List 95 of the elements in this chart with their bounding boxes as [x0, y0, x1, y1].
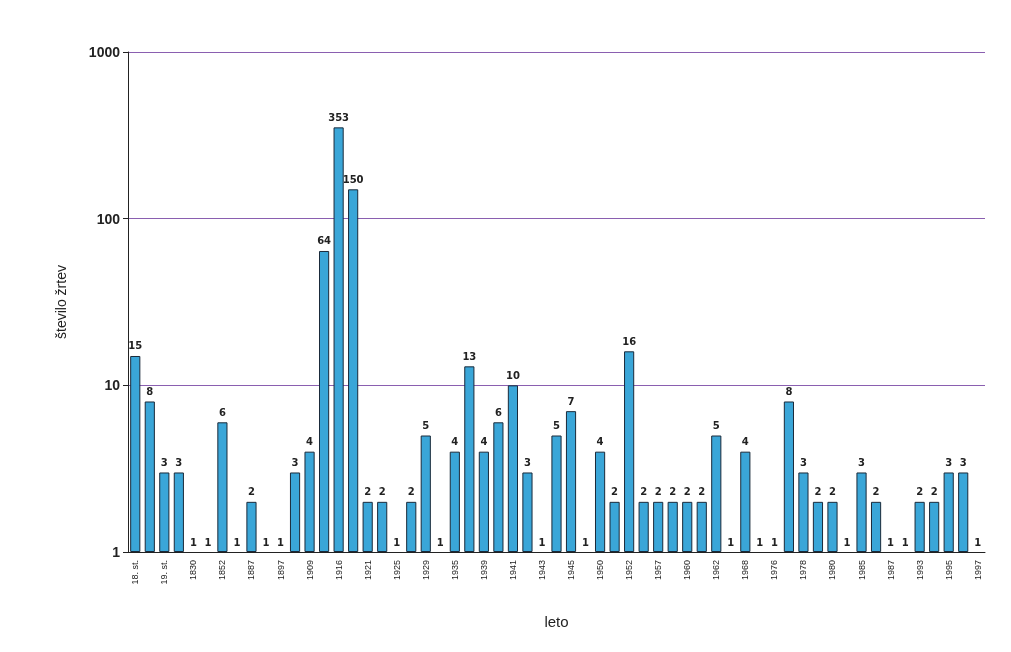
x-tick-label: 1993 — [914, 560, 925, 581]
data-label: 4 — [596, 436, 604, 448]
x-tick-label: 19. st. — [159, 560, 170, 585]
data-label: 1 — [277, 536, 285, 548]
x-tick-label: 1921 — [362, 560, 373, 581]
data-label: 2 — [247, 486, 255, 498]
x-tick-label: 1962 — [711, 560, 722, 581]
data-label: 1 — [233, 536, 241, 548]
data-label: 6 — [494, 406, 502, 418]
x-tick-label: 1985 — [856, 560, 867, 581]
x-tick-label: 1968 — [740, 560, 751, 581]
data-label: 1 — [727, 536, 735, 548]
data-label: 6 — [218, 406, 226, 418]
data-label: 1 — [436, 536, 444, 548]
data-label: 1 — [538, 536, 546, 548]
data-label: 2 — [669, 486, 677, 498]
x-tick-label: 1943 — [536, 560, 547, 581]
data-label: 1 — [189, 536, 197, 548]
y-tick-label: 100 — [96, 210, 121, 227]
data-label: 1 — [582, 536, 590, 548]
y-axis-title: število žrtev — [53, 265, 69, 339]
data-label: 2 — [698, 486, 706, 498]
x-tick-label: 1909 — [304, 560, 315, 581]
data-label: 13 — [462, 350, 477, 362]
x-tick-label: 18. st. — [130, 560, 141, 585]
data-label: 5 — [553, 420, 561, 432]
x-tick-label: 1987 — [885, 560, 896, 581]
x-tick-label: 1916 — [333, 560, 344, 581]
x-tick-label: 1995 — [943, 560, 954, 581]
x-tick-label: 1939 — [478, 560, 489, 581]
data-label: 1 — [843, 536, 851, 548]
data-label: 1 — [756, 536, 764, 548]
data-label: 3 — [523, 456, 531, 468]
data-label: 150 — [342, 173, 364, 185]
x-tick-label: 1957 — [653, 560, 664, 581]
x-tick-label: 1897 — [275, 560, 286, 581]
data-label: 5 — [422, 420, 430, 432]
x-tick-label: 1976 — [769, 560, 780, 581]
x-tick-label: 1997 — [972, 560, 983, 581]
data-label: 3 — [858, 456, 866, 468]
data-label: 3 — [945, 456, 953, 468]
data-label: 10 — [505, 369, 520, 381]
data-label: 4 — [451, 436, 459, 448]
x-tick-label: 1925 — [391, 560, 402, 581]
data-label: 16 — [622, 335, 637, 347]
x-tick-label: 1952 — [624, 560, 635, 581]
data-label: 2 — [640, 486, 648, 498]
x-tick-label: 1929 — [420, 560, 431, 581]
x-tick-label: 1978 — [798, 560, 809, 581]
data-label: 8 — [785, 385, 793, 397]
data-label: 2 — [378, 486, 386, 498]
data-label: 2 — [364, 486, 372, 498]
data-label: 3 — [799, 456, 807, 468]
data-label: 4 — [306, 436, 314, 448]
data-label: 1 — [393, 536, 401, 548]
y-tick-label: 1 — [112, 544, 121, 560]
data-label: 2 — [407, 486, 415, 498]
x-tick-label: 1945 — [566, 560, 577, 581]
data-label: 3 — [291, 456, 299, 468]
data-label: 1 — [262, 536, 270, 548]
data-label: 4 — [741, 436, 749, 448]
data-label: 2 — [654, 486, 662, 498]
data-label: 2 — [872, 486, 880, 498]
data-label: 4 — [480, 436, 488, 448]
x-tick-label: 1935 — [449, 560, 460, 581]
x-tick-label: 1852 — [217, 560, 228, 581]
x-tick-label: 1887 — [246, 560, 257, 581]
y-tick-label: 10 — [104, 377, 121, 394]
data-label: 8 — [146, 385, 154, 397]
data-label: 3 — [175, 456, 183, 468]
data-label: 353 — [328, 111, 350, 123]
data-label: 1 — [901, 536, 909, 548]
y-tick-label: 1000 — [88, 44, 121, 60]
data-label: 15 — [128, 340, 143, 352]
data-label: 64 — [317, 235, 332, 247]
data-label: 1 — [770, 536, 778, 548]
data-label: 1 — [887, 536, 895, 548]
data-label: 2 — [829, 486, 836, 498]
data-label: 2 — [611, 486, 619, 498]
data-label: 5 — [712, 420, 720, 432]
data-label: 2 — [916, 486, 924, 498]
x-tick-label: 1980 — [827, 560, 838, 581]
data-label: 7 — [567, 395, 575, 407]
data-label: 3 — [959, 456, 967, 468]
data-label: 1 — [204, 536, 212, 548]
data-label: 1 — [974, 536, 982, 548]
data-label: 2 — [683, 486, 691, 498]
x-tick-label: 1960 — [682, 560, 693, 581]
x-tick-label: 1941 — [507, 560, 518, 581]
x-tick-label: 1950 — [595, 560, 606, 581]
data-label: 2 — [930, 486, 938, 498]
data-label: 3 — [160, 456, 168, 468]
x-axis-title: leto — [544, 613, 569, 630]
data-label: 2 — [814, 486, 822, 498]
x-tick-label: 1830 — [188, 560, 199, 581]
